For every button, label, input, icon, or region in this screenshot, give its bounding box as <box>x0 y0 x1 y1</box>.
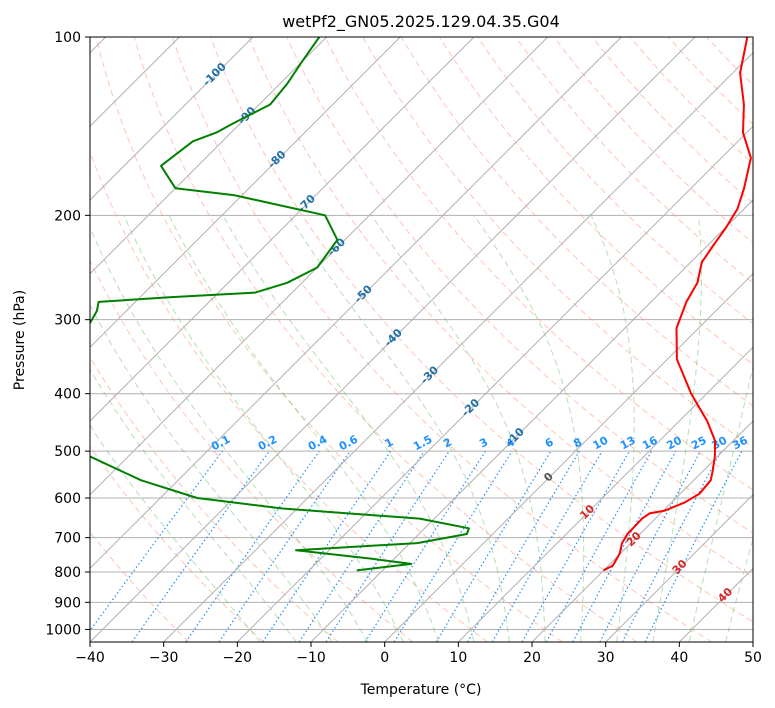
isotherm-line <box>90 37 622 570</box>
moist-adiabat-line <box>90 226 369 642</box>
mixing-ratio-line <box>521 450 631 642</box>
isotherm-line <box>90 37 549 496</box>
isotherm-line <box>236 125 753 642</box>
x-tick-label: 30 <box>597 650 615 666</box>
chart-title: wetPf2_GN05.2025.129.04.35.G04 <box>282 12 560 32</box>
moist-adiabat-line <box>222 215 475 642</box>
isotherm-line <box>90 37 254 201</box>
y-tick-label: 300 <box>54 313 81 329</box>
y-tick-label: 700 <box>54 531 81 547</box>
mixing-ratio-line <box>325 450 450 642</box>
x-tick-label: 50 <box>744 650 762 666</box>
temperature-profile <box>603 37 752 572</box>
mixing-ratio-label: 16 <box>640 434 660 453</box>
moist-adiabat-line <box>90 303 333 642</box>
mixing-ratio-line <box>545 450 653 642</box>
moist-adiabat-line <box>370 215 546 642</box>
moist-adiabat-line <box>123 215 404 642</box>
y-tick-label: 200 <box>54 208 81 224</box>
dry-adiabat-line <box>133 37 638 642</box>
y-tick-label: 900 <box>54 595 81 611</box>
isotherm-line <box>90 37 328 275</box>
y-tick-label: 1000 <box>45 622 81 638</box>
y-tick-label: 100 <box>54 30 81 46</box>
moist-adiabat-line <box>90 368 297 642</box>
dry-adiabat-line <box>90 259 414 642</box>
x-tick-label: 0 <box>380 650 389 666</box>
isotherm-line <box>605 493 753 642</box>
dry-adiabat-line <box>515 37 753 284</box>
dewpoint-profile <box>90 37 470 572</box>
dry-adiabat-line <box>171 37 712 642</box>
x-tick-label: −40 <box>75 650 105 666</box>
mixing-ratio-line <box>131 450 270 642</box>
moist-adiabat-line <box>652 215 702 642</box>
plot-frame <box>89 36 754 643</box>
isotherm-line <box>531 420 753 642</box>
dry-adiabat-line <box>286 37 753 534</box>
mixing-ratio-line <box>262 450 392 642</box>
x-tick-label: −10 <box>296 650 326 666</box>
axes: −40 −30 −20 −10 0 10 20 30 40 50 100 200 300 400 500 60… <box>45 30 762 666</box>
mixing-ratio-line <box>185 450 320 642</box>
dry-adiabat-line <box>90 356 339 642</box>
dry-adiabat-line <box>248 37 753 578</box>
x-tick-label: 10 <box>449 650 467 666</box>
background-lines <box>90 37 753 642</box>
mixing-ratio-line <box>90 450 223 632</box>
dry-adiabat-line <box>90 445 264 642</box>
isotherm-line <box>310 199 753 642</box>
dry-adiabat-line <box>324 37 753 491</box>
profile-series <box>90 37 752 572</box>
mixing-ratio-line <box>298 450 425 642</box>
x-tick-label: −30 <box>149 650 179 666</box>
mixing-ratio-label: 25 <box>689 434 709 453</box>
isotherm-line <box>90 37 475 422</box>
x-tick-label: −20 <box>223 650 253 666</box>
mixing-ratio-line <box>644 450 743 642</box>
y-tick-label: 400 <box>54 387 81 403</box>
isotherm-line <box>163 51 753 642</box>
isotherm-line <box>90 37 401 349</box>
dry-adiabat-line <box>95 37 563 642</box>
x-axis-label: Temperature (°C) <box>360 682 482 698</box>
x-tick-label: 20 <box>523 650 541 666</box>
y-tick-label: 800 <box>54 565 81 581</box>
isotherm-line <box>384 272 753 642</box>
isotherm-line <box>90 37 696 642</box>
mixing-ratio-label: 36 <box>730 434 750 453</box>
mixing-ratio-label: 10 <box>591 434 611 453</box>
y-tick-label: 600 <box>54 491 81 507</box>
y-tick-label: 500 <box>54 444 81 460</box>
moist-adiabat-line <box>590 215 635 642</box>
x-tick-label: 40 <box>670 650 688 666</box>
mixing-ratio-label: 20 <box>664 434 684 453</box>
isotherm-line <box>457 346 753 642</box>
y-axis-label: Pressure (hPa) <box>12 290 28 390</box>
mixing-ratio-line <box>393 450 513 642</box>
moist-adiabat-line <box>473 215 585 642</box>
mixing-ratio-line <box>218 450 351 642</box>
mixing-ratio-label: 13 <box>618 434 638 453</box>
dry-adiabat-line <box>210 37 753 623</box>
